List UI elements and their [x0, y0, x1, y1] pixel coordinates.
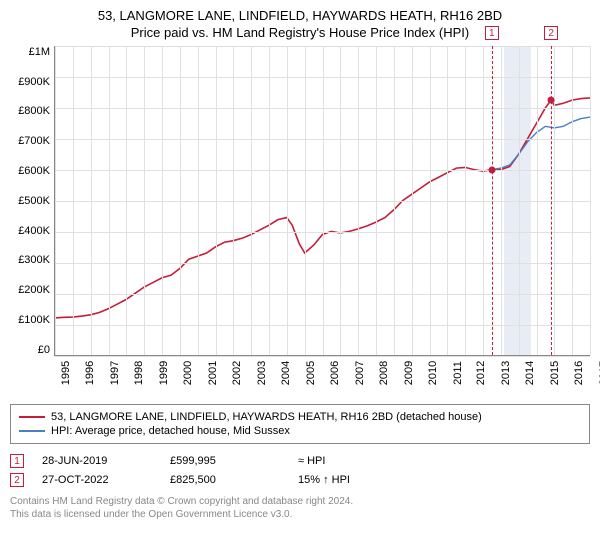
gridline-h — [55, 356, 590, 357]
sale-diff: ≈ HPI — [298, 455, 590, 467]
sale-marker-badge: 1 — [485, 26, 499, 40]
y-tick-label: £300K — [18, 254, 50, 266]
chart-subtitle: Price paid vs. HM Land Registry's House … — [10, 25, 590, 40]
y-tick-label: £100K — [18, 314, 50, 326]
gridline-v — [340, 46, 341, 355]
gridline-v — [73, 46, 74, 355]
sale-marker-line — [551, 46, 552, 355]
footer-line1: Contains HM Land Registry data © Crown c… — [10, 495, 590, 508]
legend-and-table: 53, LANGMORE LANE, LINDFIELD, HAYWARDS H… — [10, 404, 590, 521]
sale-marker-point — [548, 96, 555, 103]
gridline-v — [376, 46, 377, 355]
sale-num-badge: 2 — [10, 473, 24, 487]
y-tick-label: £600K — [18, 165, 50, 177]
gridline-v — [109, 46, 110, 355]
y-tick-label: £200K — [18, 284, 50, 296]
y-tick-label: £0 — [38, 344, 50, 356]
legend-label: HPI: Average price, detached house, Mid … — [51, 425, 290, 437]
gridline-v — [572, 46, 573, 355]
gridline-v — [430, 46, 431, 355]
y-tick-label: £1M — [29, 46, 50, 58]
gridline-v — [180, 46, 181, 355]
gridline-v — [233, 46, 234, 355]
sale-num-badge: 1 — [10, 454, 24, 468]
legend-label: 53, LANGMORE LANE, LINDFIELD, HAYWARDS H… — [51, 411, 482, 423]
gridline-v — [323, 46, 324, 355]
gridline-v — [251, 46, 252, 355]
y-tick-label: £700K — [18, 135, 50, 147]
gridline-v — [216, 46, 217, 355]
gridline-v — [412, 46, 413, 355]
gridline-v — [287, 46, 288, 355]
gridline-v — [554, 46, 555, 355]
sale-marker-badge: 2 — [544, 26, 558, 40]
sales-row: 1 28-JUN-2019 £599,995 ≈ HPI — [10, 454, 590, 468]
gridline-v — [305, 46, 306, 355]
footer: Contains HM Land Registry data © Crown c… — [10, 495, 590, 521]
sales-table: 1 28-JUN-2019 £599,995 ≈ HPI 2 27-OCT-2022 £82… — [10, 454, 590, 487]
plot-area: 12 — [54, 46, 590, 356]
sales-row: 2 27-OCT-2022 £825,500 15% ↑ HPI — [10, 473, 590, 487]
legend-swatch — [19, 416, 45, 418]
gridline-v — [501, 46, 502, 355]
footer-line2: This data is licensed under the Open Gov… — [10, 508, 590, 521]
chart-container: 53, LANGMORE LANE, LINDFIELD, HAYWARDS H… — [0, 0, 600, 396]
legend-box: 53, LANGMORE LANE, LINDFIELD, HAYWARDS H… — [10, 404, 590, 444]
gridline-v — [447, 46, 448, 355]
sale-marker-line — [492, 46, 493, 355]
gridline-v — [55, 46, 56, 355]
sale-price: £825,500 — [170, 474, 280, 486]
gridline-v — [198, 46, 199, 355]
gridline-v — [590, 46, 591, 355]
legend-swatch — [19, 430, 45, 432]
y-tick-label: £800K — [18, 105, 50, 117]
gridline-v — [465, 46, 466, 355]
sale-marker-point — [488, 166, 495, 173]
gridline-v — [144, 46, 145, 355]
legend-row: 53, LANGMORE LANE, LINDFIELD, HAYWARDS H… — [19, 411, 581, 423]
legend-row: HPI: Average price, detached house, Mid … — [19, 425, 581, 437]
gridline-v — [358, 46, 359, 355]
chart-title: 53, LANGMORE LANE, LINDFIELD, HAYWARDS H… — [10, 8, 590, 25]
gridline-v — [394, 46, 395, 355]
gridline-v — [126, 46, 127, 355]
gridline-v — [162, 46, 163, 355]
x-tick-label: 2017 — [587, 361, 600, 385]
gridline-v — [537, 46, 538, 355]
gridline-v — [519, 46, 520, 355]
y-tick-label: £500K — [18, 195, 50, 207]
y-tick-label: £900K — [18, 76, 50, 88]
sale-price: £599,995 — [170, 455, 280, 467]
sale-diff: 15% ↑ HPI — [298, 474, 590, 486]
plot-outer: £1M £900K £800K £700K £600K £500K £400K £300K £2… — [10, 46, 590, 356]
series-hpi — [492, 117, 590, 170]
sale-date: 28-JUN-2019 — [42, 455, 152, 467]
x-axis: 1995199619971998199920002001200220032004… — [54, 356, 590, 390]
gridline-v — [483, 46, 484, 355]
sale-date: 27-OCT-2022 — [42, 474, 152, 486]
gridline-v — [91, 46, 92, 355]
y-axis: £1M £900K £800K £700K £600K £500K £400K £300K £2… — [10, 46, 54, 356]
y-tick-label: £400K — [18, 225, 50, 237]
gridline-v — [269, 46, 270, 355]
